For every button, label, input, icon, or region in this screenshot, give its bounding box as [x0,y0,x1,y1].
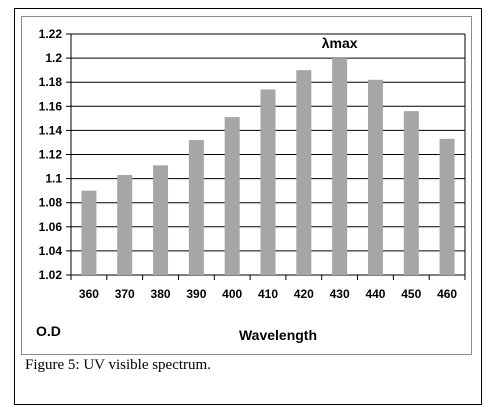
y-tick-label: 1.1 [45,172,62,186]
bar-400 [224,117,240,276]
bar-420 [296,70,312,276]
bar-440 [367,79,383,275]
x-tick-label: 390 [186,287,206,301]
x-tick-label: 370 [115,287,135,301]
x-axis-title: Wavelength [239,327,317,343]
y-tick-label: 1.2 [45,51,62,65]
y-tick-label: 1.08 [39,196,63,210]
x-tick-label: 430 [330,287,350,301]
bar-450 [403,111,419,276]
y-tick-label: 1.14 [39,123,63,137]
y-tick-label: 1.16 [39,99,63,113]
y-tick-label: 1.12 [39,148,63,162]
bar-390 [188,140,204,275]
y-tick-label: 1.06 [39,220,63,234]
bar-370 [117,174,133,275]
figure-caption: Figure 5: UV visible spectrum. [25,357,211,373]
x-tick-label: 360 [79,287,99,301]
x-tick-label: 440 [365,287,385,301]
y-tick-label: 1.02 [39,268,63,282]
bar-360 [81,190,97,275]
x-tick-label: 420 [294,287,314,301]
x-tick-label: 410 [258,287,278,301]
x-tick-label: 460 [437,287,457,301]
bar-410 [260,89,276,276]
x-tick-label: 380 [151,287,171,301]
y-axis-title: O.D [36,323,61,339]
lambda-max-annotation: λmax [322,35,358,51]
y-tick-label: 1.04 [39,244,63,258]
bar-430 [332,58,348,275]
x-tick-label: 400 [222,287,242,301]
bar-460 [439,138,455,275]
bar-380 [153,165,169,275]
y-tick-label: 1.22 [39,27,63,41]
chart-area-border [21,16,472,355]
x-tick-label: 450 [401,287,421,301]
y-tick-label: 1.18 [39,75,63,89]
